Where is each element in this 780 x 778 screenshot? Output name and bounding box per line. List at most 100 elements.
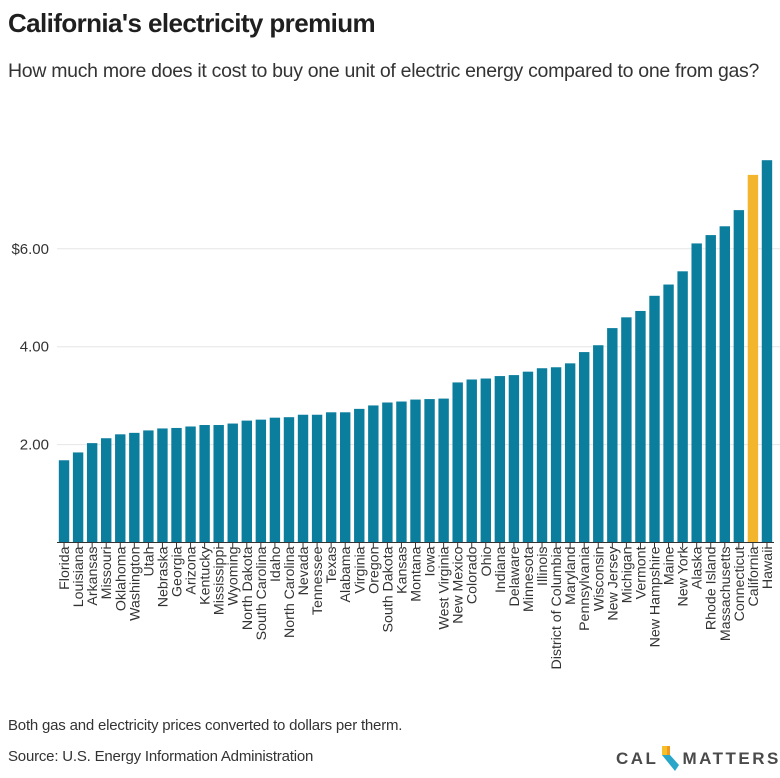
- bar-louisiana: [72, 452, 84, 543]
- bar-michigan: [621, 317, 632, 543]
- logo-text-left: CAL: [616, 749, 659, 768]
- bar-pennsylvania: [579, 352, 590, 543]
- bar-florida: [58, 460, 70, 543]
- y-axis-labels: 2.00 4.00 $6.00: [11, 241, 49, 454]
- calmatters-logo[interactable]: CAL MATTERS: [616, 746, 780, 772]
- bar-north-carolina: [283, 417, 295, 543]
- x-tick-label: Virginia: [352, 546, 368, 593]
- y-tick-label: 4.00: [20, 339, 49, 356]
- bar-oklahoma: [115, 434, 126, 543]
- x-tick-label: Alabama: [338, 546, 354, 602]
- bar-wisconsin: [593, 345, 604, 543]
- x-tick-label: Kansas: [394, 547, 410, 594]
- bar-rhode-island: [705, 235, 716, 543]
- bar-idaho: [269, 417, 281, 543]
- x-tick-label: Vermont: [633, 546, 649, 599]
- bar-massachusetts: [719, 226, 730, 543]
- bar-georgia: [171, 427, 182, 543]
- x-axis-labels: FloridaLouisianaArkansasMissouriOklahoma…: [57, 546, 776, 670]
- x-tick-label: Oklahoma: [113, 546, 129, 611]
- bar-illinois: [536, 368, 548, 543]
- x-tick-label: Indiana: [493, 546, 509, 593]
- x-tick-label: Colorado: [465, 546, 481, 604]
- x-tick-label: New York: [676, 546, 692, 607]
- bar-vermont: [635, 310, 646, 543]
- x-tick-label: South Carolina: [254, 546, 270, 640]
- x-tick-label: Hawaii: [760, 547, 776, 590]
- bar-mississippi: [213, 425, 224, 543]
- x-tick-label: Idaho: [268, 546, 284, 582]
- bar-indiana: [494, 376, 506, 543]
- x-tick-label: Maine: [662, 546, 678, 585]
- x-tick-label: Mississippi: [212, 547, 228, 616]
- x-tick-label: Texas: [324, 547, 340, 584]
- bar-new-york: [677, 271, 688, 543]
- y-tick-label: $6.00: [11, 241, 49, 258]
- x-tick-label: West Virginia: [437, 546, 453, 629]
- california-state-icon: [662, 746, 680, 771]
- bar-arizona: [185, 426, 196, 543]
- bar-alaska: [691, 243, 702, 543]
- chart-subtitle: How much more does it cost to buy one un…: [8, 60, 760, 82]
- x-tick-label: District of Columbia: [549, 546, 565, 669]
- bar-north-dakota: [241, 420, 252, 543]
- x-tick-label: Georgia: [170, 546, 186, 597]
- bar-utah: [143, 430, 154, 543]
- x-tick-label: New Jersey: [605, 546, 621, 621]
- x-tick-label: North Carolina: [282, 546, 298, 638]
- x-tick-label: Pennsylvania: [577, 546, 593, 631]
- bar-oregon: [368, 405, 379, 543]
- bar-south-dakota: [382, 402, 393, 543]
- bar-california: [747, 174, 759, 543]
- x-tick-label: California: [746, 546, 762, 606]
- x-tick-label: Utah: [141, 547, 157, 577]
- x-tick-label: Illinois: [535, 547, 551, 586]
- x-tick-label: New Mexico: [451, 546, 467, 623]
- source-note: Source: U.S. Energy Information Administ…: [8, 748, 314, 765]
- bar-iowa: [424, 399, 435, 543]
- footnote: Both gas and electricity prices converte…: [8, 717, 403, 734]
- x-axis-ticks: [63, 542, 768, 549]
- bar-delaware: [508, 375, 520, 543]
- bar-ohio: [480, 378, 491, 543]
- bar-tennessee: [311, 414, 323, 543]
- chart-title: California's electricity premium: [8, 8, 376, 38]
- bar-colorado: [466, 379, 477, 543]
- x-tick-label: Minnesota: [521, 546, 537, 612]
- x-tick-label: Nevada: [296, 546, 312, 595]
- x-tick-label: Connecticut: [732, 546, 748, 621]
- bar-washington: [129, 432, 140, 543]
- x-tick-label: Ohio: [479, 546, 495, 576]
- x-tick-label: Tennessee: [310, 546, 326, 615]
- bar-chart: 2.00 4.00 $6.00 FloridaLouisianaArkansasMi…: [11, 160, 780, 670]
- x-tick-label: Oregon: [366, 547, 382, 594]
- y-tick-label: 2.00: [20, 437, 49, 454]
- x-tick-label: Alaska: [690, 546, 706, 589]
- x-tick-label: Arkansas: [85, 547, 101, 606]
- bar-wyoming: [227, 423, 238, 543]
- x-tick-label: Michigan: [619, 547, 635, 604]
- bar-montana: [410, 399, 421, 543]
- bar-new-jersey: [607, 328, 618, 543]
- bar-south-carolina: [255, 419, 267, 543]
- x-tick-label: Nebraska: [155, 546, 171, 607]
- x-tick-label: Wyoming: [226, 547, 242, 606]
- bar-arkansas: [86, 443, 98, 543]
- bar-missouri: [101, 438, 112, 543]
- bar-district-of-columbia: [550, 367, 562, 543]
- bars: [58, 160, 773, 543]
- x-tick-label: Kentucky: [198, 546, 214, 605]
- x-tick-label: Rhode Island: [704, 547, 720, 631]
- bar-alabama: [340, 412, 351, 543]
- x-tick-label: Wisconsin: [591, 547, 607, 612]
- x-tick-label: Louisiana: [71, 546, 87, 607]
- x-tick-label: Montana: [409, 546, 425, 601]
- x-tick-label: Massachusetts: [718, 547, 734, 642]
- bar-hawaii: [761, 160, 773, 543]
- bar-nevada: [297, 414, 309, 543]
- bar-minnesota: [522, 371, 534, 543]
- x-tick-label: Missouri: [99, 547, 115, 600]
- x-tick-label: North Dakota: [240, 546, 256, 630]
- x-tick-label: Maryland: [563, 547, 579, 605]
- bar-maryland: [564, 363, 576, 543]
